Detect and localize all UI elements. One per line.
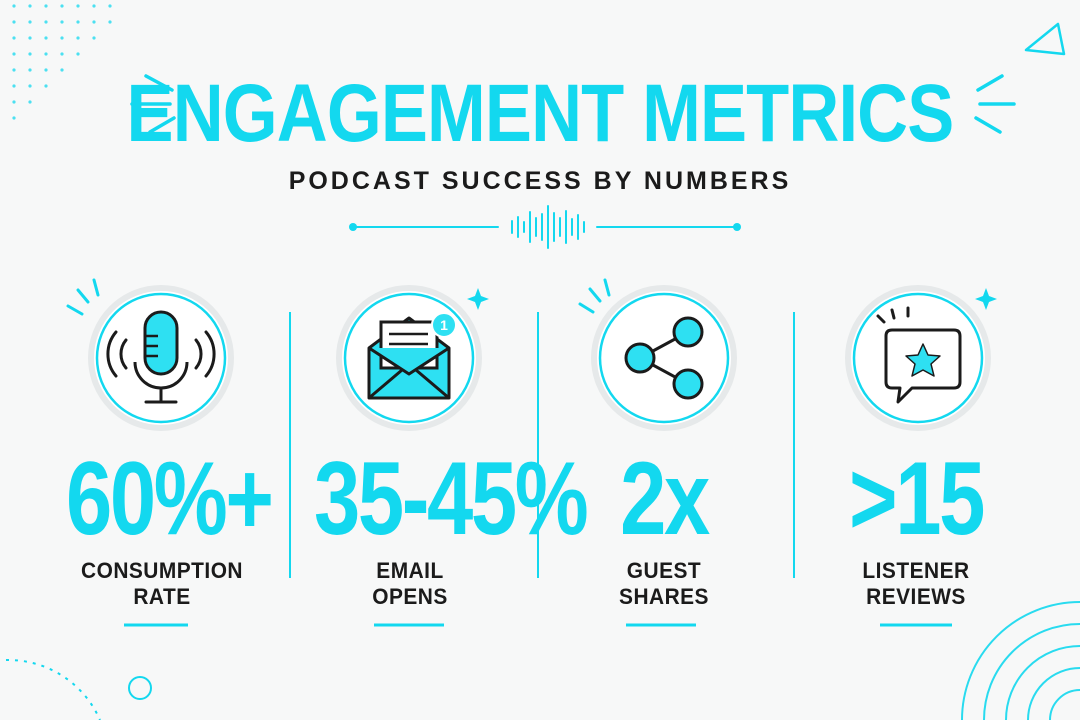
metric-label: GUEST SHARES [550, 558, 778, 610]
metric-label-line2: REVIEWS [866, 584, 966, 609]
metric-label: CONSUMPTION RATE [48, 558, 276, 610]
metric-label-line1: CONSUMPTION [81, 558, 243, 583]
page-title: ENGAGEMENT METRICS [126, 68, 955, 159]
metric-card-shares: 2x GUEST SHARES [544, 440, 784, 610]
metric-label-line2: SHARES [619, 584, 709, 609]
metric-value: >15 [849, 441, 985, 557]
title-accent-right [974, 74, 1016, 134]
metric-label-line1: EMAIL [376, 558, 444, 583]
waveform-divider [349, 205, 741, 249]
dashed-arc-decoration [5, 658, 101, 720]
metric-card-reviews: >15 LISTENER REVIEWS [796, 440, 1036, 610]
metric-label: LISTENER REVIEWS [802, 558, 1030, 610]
metric-value: 2x [620, 441, 710, 557]
metric-label-line2: RATE [133, 584, 191, 609]
triangle-decoration [1024, 22, 1066, 56]
small-circle-decoration [128, 676, 152, 700]
metric-value: 60%+ [66, 441, 274, 557]
metric-label-line1: LISTENER [862, 558, 970, 583]
notification-badge-count: 1 [440, 317, 448, 333]
metric-label: EMAIL OPENS [296, 558, 524, 610]
metric-label-line1: GUEST [626, 558, 702, 583]
column-dividers [289, 312, 795, 578]
page-subtitle: PODCAST SUCCESS BY NUMBERS [288, 167, 792, 195]
metric-card-email: 35-45% EMAIL OPENS [290, 440, 589, 610]
metric-card-consumption: 60%+ CONSUMPTION RATE [42, 440, 282, 610]
metric-value: 35-45% [314, 441, 589, 557]
metric-label-line2: OPENS [372, 584, 448, 609]
title-accent-left [130, 74, 176, 134]
dot-grid-decoration [12, 4, 112, 120]
concentric-arcs-decoration [961, 601, 1080, 720]
